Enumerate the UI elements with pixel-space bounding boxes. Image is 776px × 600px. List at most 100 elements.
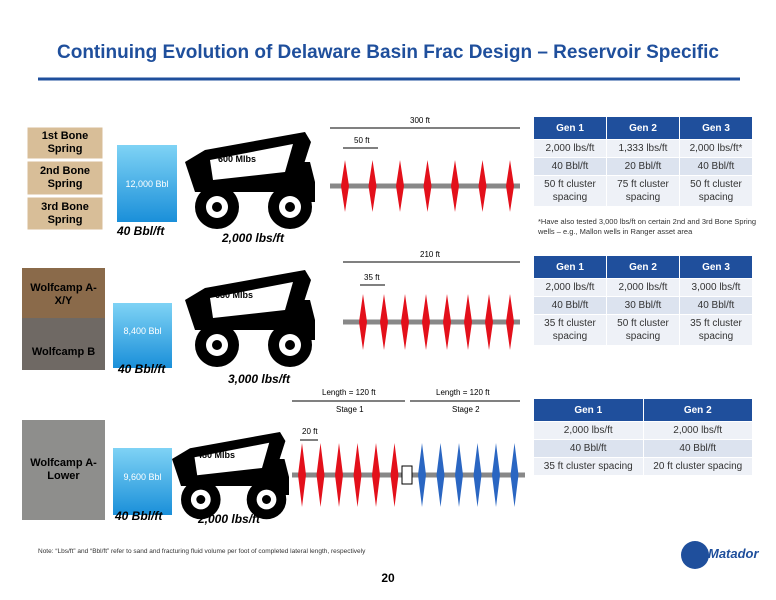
perforation <box>455 443 463 507</box>
perforation <box>353 443 362 507</box>
lateral-length: 210 ft <box>420 250 441 259</box>
table-cell: 40 Bbl/ft <box>679 157 753 176</box>
perforation <box>443 294 451 350</box>
perforation <box>359 294 367 350</box>
fluid-intensity: 40 Bbl/ft <box>115 509 163 523</box>
table-row: 50 ft cluster spacing 75 ft cluster spaci… <box>533 175 753 207</box>
proppant-intensity: 2,000 lbs/ft <box>198 512 261 526</box>
gen-table: Gen 1 Gen 2 Gen 3 2,000 lbs/ft 2,000 lbs/ft 3… <box>533 255 753 346</box>
perforation <box>418 443 426 507</box>
perforation <box>341 160 349 212</box>
proppant-load: 600 Mlbs <box>218 154 257 164</box>
table-row: 40 Bbl/ft 40 Bbl/ft <box>533 439 753 458</box>
formation-label: 1st Bone Spring <box>41 130 89 155</box>
table-row: 35 ft cluster spacing 20 ft cluster spaci… <box>533 457 753 476</box>
table-cell: 2,000 lbs/ft* <box>679 139 753 158</box>
stage-name: Stage 1 <box>336 405 364 414</box>
header-cell: Gen 3 <box>679 116 753 140</box>
gen-table: Gen 1 Gen 2 Gen 3 2,000 lbs/ft 1,333 lbs/ft 2… <box>533 116 753 207</box>
header-cell: Gen 1 <box>533 255 607 279</box>
page-number: 20 <box>381 571 395 585</box>
proppant-load: 480 Mlbs <box>197 450 236 460</box>
table-cell: 40 Bbl/ft <box>679 296 753 315</box>
perforation <box>401 294 409 350</box>
perforation <box>506 160 514 212</box>
table-cell: 40 Bbl/ft <box>533 296 607 315</box>
table-cell: 1,333 lbs/ft <box>606 139 680 158</box>
formation <box>26 126 104 160</box>
cluster-spacing: 35 ft <box>364 273 380 282</box>
water-tank <box>117 145 177 222</box>
water-tank <box>113 303 172 368</box>
note: Note: “Lbs/ft” and “Bbl/ft” refer to san… <box>38 548 366 555</box>
table-cell: 40 Bbl/ft <box>533 439 644 458</box>
perforation <box>423 160 432 212</box>
cluster-spacing: 50 ft <box>354 136 370 145</box>
water-tank <box>113 448 172 515</box>
table-cell: 40 Bbl/ft <box>642 439 753 458</box>
table-row: 35 ft cluster spacing 50 ft cluster spaci… <box>533 314 753 346</box>
formation <box>22 420 105 520</box>
table-cell: 50 ft cluster spacing <box>679 175 753 207</box>
formation <box>26 160 104 196</box>
truck <box>185 270 315 367</box>
perforation <box>485 294 493 350</box>
table-cell: 2,000 lbs/ft <box>642 421 753 440</box>
logo: Matador <box>708 546 759 561</box>
stage-length: Length = 120 ft <box>322 388 376 397</box>
header-row: Gen 1 Gen 2 Gen 3 <box>533 116 753 140</box>
stage-length: Length = 120 ft <box>436 388 490 397</box>
table-cell: 50 ft cluster spacing <box>533 175 607 207</box>
proppant-intensity: 3,000 lbs/ft <box>228 372 291 386</box>
header-cell: Gen 2 <box>606 255 680 279</box>
table-row: 2,000 lbs/ft 1,333 lbs/ft 2,000 lbs/ft* <box>533 139 753 158</box>
fluid-volume: 9,600 Bbl <box>123 472 162 482</box>
table-cell: 35 ft cluster spacing <box>533 457 644 476</box>
table-cell: 2,000 lbs/ft <box>533 278 607 297</box>
header-row: Gen 1 Gen 2 Gen 3 <box>533 255 753 279</box>
table-cell: 40 Bbl/ft <box>533 157 607 176</box>
formation-label: 3rd Bone Spring <box>41 200 89 226</box>
perforation <box>492 443 500 507</box>
fluid-volume: 12,000 Bbl <box>125 179 169 189</box>
title: Continuing Evolution of Delaware Basin F… <box>57 42 719 63</box>
perforation <box>422 294 430 350</box>
formation <box>26 196 104 231</box>
plug <box>401 465 413 485</box>
perforation <box>390 443 399 507</box>
truck <box>172 432 289 520</box>
table-row: 2,000 lbs/ft 2,000 lbs/ft <box>533 421 753 440</box>
table-row: 2,000 lbs/ft 2,000 lbs/ft 3,000 lbs/ft <box>533 278 753 297</box>
table-cell: 30 Bbl/ft <box>606 296 680 315</box>
table-cell: 50 ft cluster spacing <box>606 314 680 346</box>
formation-label: Wolfcamp A-X/Y <box>30 282 97 307</box>
perforation <box>436 443 445 507</box>
table-cell: 2,000 lbs/ft <box>533 139 607 158</box>
perforation <box>335 443 343 507</box>
lateral-length: 300 ft <box>410 116 431 125</box>
header-cell: Gen 2 <box>642 398 753 422</box>
logo-mark <box>681 541 709 569</box>
stage-name: Stage 2 <box>452 405 480 414</box>
perforation <box>368 160 377 212</box>
table-cell: 75 ft cluster spacing <box>606 175 680 207</box>
header-cell: Gen 2 <box>606 116 680 140</box>
perforation <box>380 294 388 350</box>
table-cell: 3,000 lbs/ft <box>679 278 753 297</box>
table-cell: 2,000 lbs/ft <box>533 421 644 440</box>
fluid-intensity: 40 Bbl/ft <box>117 224 165 238</box>
formation-label: Wolfcamp B <box>31 345 96 358</box>
perforation <box>372 443 380 507</box>
perforation <box>510 443 519 507</box>
table-cell: 2,000 lbs/ft <box>606 278 680 297</box>
header-cell: Gen 3 <box>679 255 753 279</box>
perforation <box>396 160 404 212</box>
formation-label: Wolfcamp A-Lower <box>30 457 97 482</box>
table-cell: 35 ft cluster spacing <box>679 314 753 346</box>
perforation <box>464 294 472 350</box>
perforation <box>451 160 459 212</box>
gen-table: Gen 1 Gen 2 2,000 lbs/ft 2,000 lbs/ft 40 Bbl… <box>533 398 753 476</box>
truck <box>185 132 315 229</box>
table-cell: 20 Bbl/ft <box>606 157 680 176</box>
